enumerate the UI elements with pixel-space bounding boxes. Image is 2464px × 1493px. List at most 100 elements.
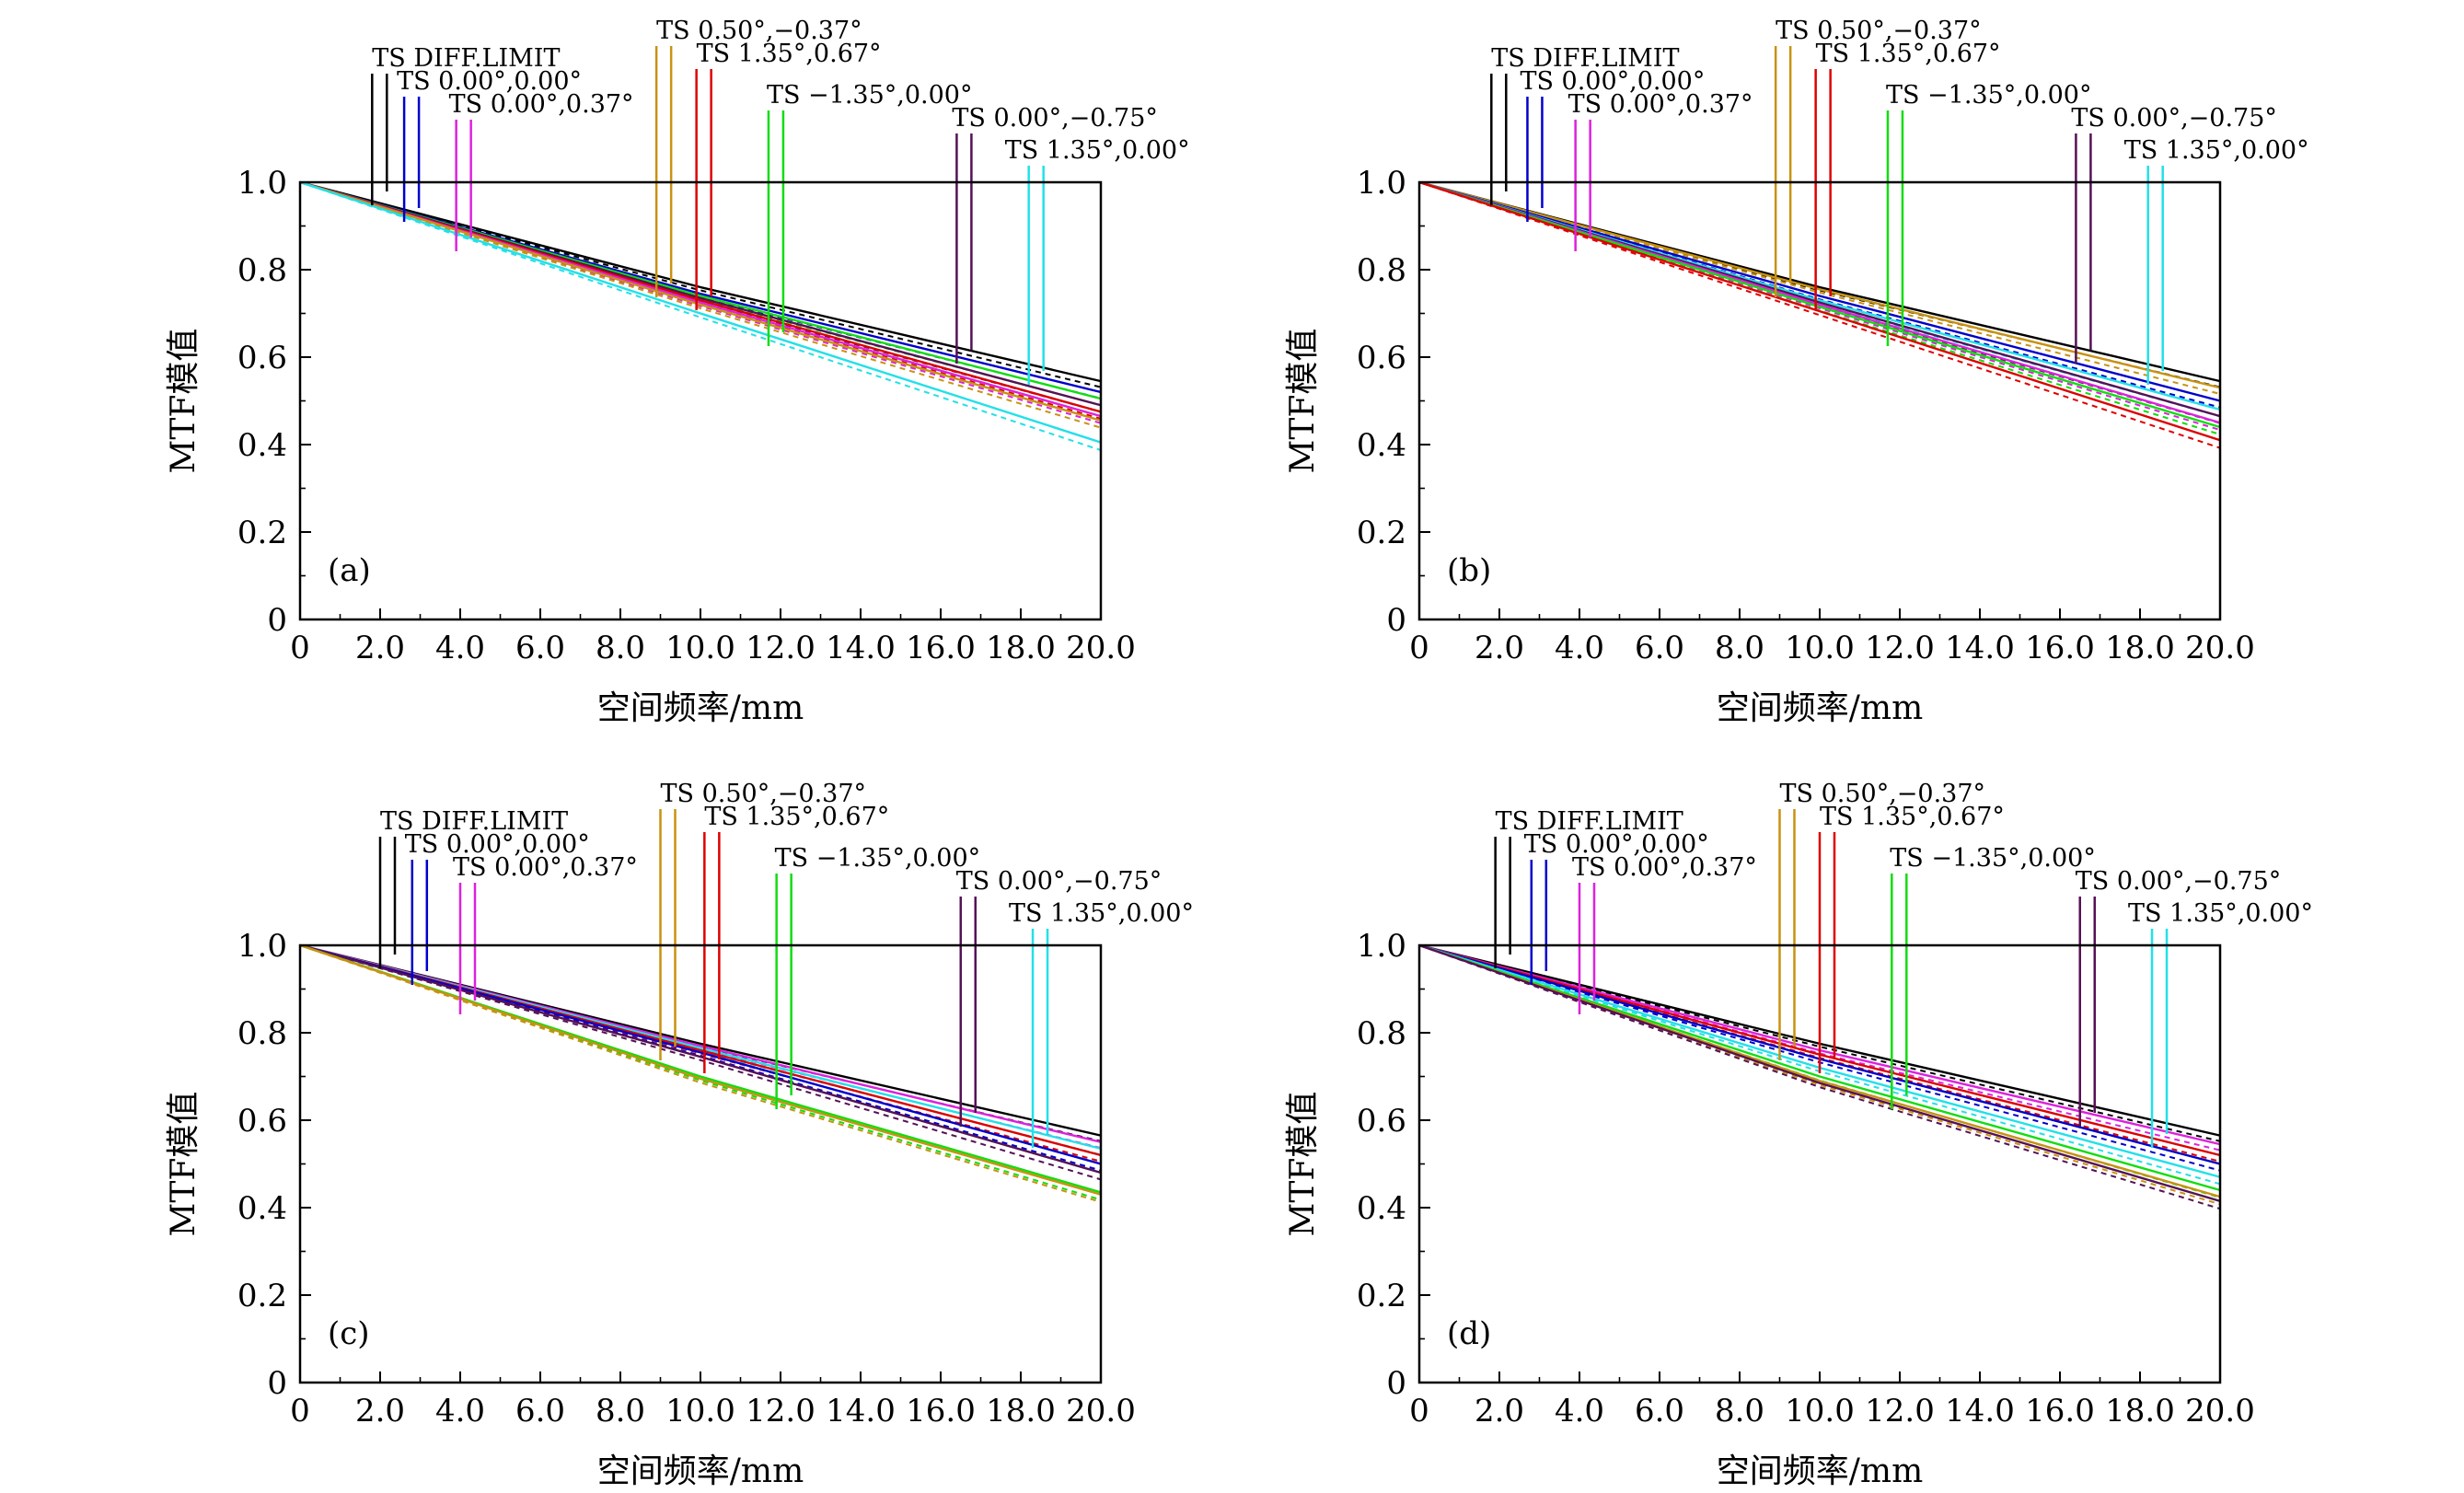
x-tick-label: 16.0: [906, 1393, 976, 1429]
series-line: [1418, 180, 2221, 442]
series-line-dashed: [1418, 181, 2221, 432]
y-tick-label: 0.8: [1357, 252, 1406, 289]
y-tick-label: 0.2: [1357, 515, 1406, 551]
x-tick-label: 0: [290, 1393, 310, 1429]
y-tick-label: 0.4: [1357, 1190, 1406, 1227]
x-tick-label: 2.0: [1475, 1393, 1524, 1429]
legend-label: TS 0.00°,0.37°: [1568, 90, 1753, 119]
legend-label: TS 0.50°,−0.37°: [1780, 780, 1986, 808]
series-line: [1418, 943, 2221, 1203]
y-tick-label: 0.4: [1357, 427, 1406, 464]
x-tick-label: 10.0: [665, 1393, 735, 1429]
x-tick-label: 14.0: [826, 630, 896, 666]
x-tick-label: 14.0: [826, 1393, 896, 1429]
x-tick-label: 14.0: [1945, 630, 2015, 666]
y-tick-label: 0.6: [1357, 1103, 1406, 1140]
legend-label: TS 0.00°,0.00°: [1520, 67, 1705, 96]
x-tick-label: 12.0: [746, 630, 816, 666]
series-line: [299, 180, 1102, 444]
x-tick-label: 20.0: [1066, 630, 1136, 666]
plot-frame: [298, 943, 1103, 1384]
series-line-dashed: [1418, 181, 2221, 395]
x-tick-label: 18.0: [2105, 630, 2175, 666]
series-line: [299, 943, 1102, 1196]
x-tick-label: 10.0: [1785, 1393, 1855, 1429]
x-tick-label: 0: [1409, 1393, 1429, 1429]
legend-label: TS −1.35°,0.00°: [775, 844, 981, 873]
series-line-dashed: [299, 181, 1102, 429]
legend-label: TS 0.50°,−0.37°: [1776, 17, 1982, 45]
legend-label: TS 1.35°,0.67°: [1816, 40, 2001, 68]
y-axis-title: MTF模值: [1284, 329, 1322, 474]
series-line: [1418, 180, 2221, 402]
x-tick-label: 4.0: [1555, 1393, 1604, 1429]
legend-label: TS DIFF.LIMIT: [372, 44, 560, 73]
series-line-dashed: [1418, 944, 2221, 1152]
legend-label: TS 0.00°,0.00°: [405, 830, 590, 859]
x-tick-label: 12.0: [746, 1393, 816, 1429]
x-tick-label: 6.0: [515, 1393, 565, 1429]
legend-label: TS −1.35°,0.00°: [767, 81, 973, 110]
x-tick-label: 0: [290, 630, 310, 666]
series-line-dashed: [1418, 181, 2221, 449]
x-axis-title: 空间频率/mm: [1717, 689, 1923, 727]
x-tick-label: 6.0: [515, 630, 565, 666]
panel-label: (c): [328, 1315, 370, 1352]
series-line: [1418, 180, 2221, 383]
x-tick-label: 20.0: [2185, 1393, 2255, 1429]
series-line: [1418, 943, 2221, 1192]
y-tick-label: 0.4: [237, 427, 287, 464]
x-tick-label: 2.0: [355, 1393, 405, 1429]
series-line: [299, 180, 1102, 383]
y-tick-label: 0.4: [237, 1190, 287, 1227]
legend-label: TS 0.00°,−0.75°: [952, 104, 1158, 133]
y-tick-label: 0.8: [237, 1015, 287, 1052]
legend-label: TS −1.35°,0.00°: [1890, 844, 2096, 873]
x-tick-label: 18.0: [986, 1393, 1056, 1429]
series-line-dashed: [299, 944, 1102, 1163]
x-axis-title: 空间频率/mm: [597, 689, 804, 727]
x-tick-label: 8.0: [596, 630, 645, 666]
legend-label: TS 1.35°,0.00°: [2124, 136, 2309, 165]
y-tick-label: 0: [267, 602, 287, 639]
series-line-dashed: [299, 944, 1102, 1181]
x-axis-title: 空间频率/mm: [597, 1452, 804, 1490]
legend-label: TS 1.35°,0.00°: [1009, 899, 1194, 928]
series-line-dashed: [299, 944, 1102, 1172]
y-tick-label: 1.0: [1357, 928, 1406, 965]
legend-label: TS 0.00°,0.37°: [453, 853, 638, 882]
series-line-dashed: [299, 181, 1102, 424]
x-tick-label: 12.0: [1865, 630, 1935, 666]
series-line-dashed: [1418, 944, 2221, 1210]
x-tick-label: 2.0: [355, 630, 405, 666]
y-tick-label: 0.8: [237, 252, 287, 289]
series-line-dashed: [299, 181, 1102, 452]
legend-label: TS 0.00°,−0.75°: [956, 867, 1163, 896]
y-axis-title: MTF模值: [1284, 1092, 1322, 1237]
y-axis-title: MTF模值: [165, 1092, 202, 1237]
x-tick-label: 20.0: [2185, 630, 2255, 666]
x-tick-label: 10.0: [665, 630, 735, 666]
x-tick-label: 4.0: [1555, 630, 1604, 666]
series-line: [1418, 180, 2221, 429]
series-line: [1418, 180, 2221, 389]
y-tick-label: 1.0: [237, 928, 287, 965]
legend-label: TS 0.50°,−0.37°: [656, 17, 862, 45]
legend-label: TS 1.35°,0.00°: [2128, 899, 2313, 928]
x-tick-label: 2.0: [1475, 630, 1524, 666]
series-line: [299, 943, 1102, 1137]
series-line-dashed: [1418, 944, 2221, 1206]
legend-label: TS 0.50°,−0.37°: [661, 780, 867, 808]
legend-label: TS DIFF.LIMIT: [1496, 807, 1683, 836]
x-tick-label: 4.0: [435, 630, 485, 666]
x-tick-label: 0: [1409, 630, 1429, 666]
x-tick-label: 6.0: [1635, 630, 1684, 666]
y-axis-title: MTF模值: [165, 329, 202, 474]
series-line: [299, 943, 1102, 1194]
y-tick-label: 0.6: [237, 340, 287, 376]
x-tick-label: 6.0: [1635, 1393, 1684, 1429]
